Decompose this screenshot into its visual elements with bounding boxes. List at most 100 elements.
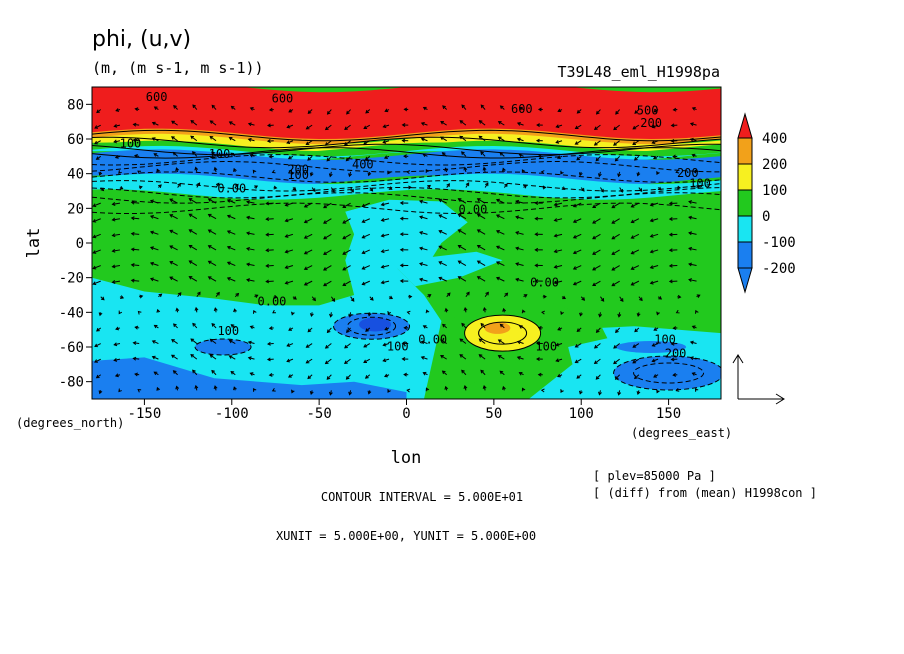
wind-vector [114,343,121,346]
fill-cyan-band-mid [92,173,721,200]
wind-vector-head [617,391,622,396]
wind-vector-head [98,312,103,317]
wind-vector-head [188,244,193,249]
wind-vector-head [461,151,465,155]
wind-vector-head [384,373,388,378]
wind-vector-head [401,357,406,361]
wind-vector-head [324,126,329,131]
wind-vector [554,280,563,284]
wind-vector-head [169,229,174,234]
wind-vector-head [521,309,526,314]
wind-vector-head [345,376,350,380]
wind-vector [304,265,313,270]
wind-vector [573,233,582,239]
wind-vector-head [457,198,462,202]
wind-vector [554,265,563,268]
wind-vector-head [324,142,329,146]
wind-vector [93,202,101,207]
wind-vector-head [153,153,158,157]
wind-vector-head [441,370,446,375]
wind-vector-head [572,234,577,239]
wind-vector-head [288,108,293,113]
wind-vector-head [537,325,542,330]
colorbar-bottom-arrow [737,267,753,294]
wind-vector-head [521,169,526,173]
wind-vector [169,214,178,220]
wind-vector-head [120,295,125,299]
fill-high-orange [484,321,511,334]
wind-vector [229,355,236,360]
wind-vector-head [363,344,368,348]
wind-vector-head [463,384,468,389]
wind-vector [458,229,467,235]
wind-vector-head [309,172,314,177]
wind-vector [556,343,563,346]
wind-vector [592,249,601,255]
diff-note: [ (diff) from (mean) H1998con ] [593,486,817,500]
wind-vector-head [113,357,118,362]
wind-vector [383,358,390,362]
wind-vector [152,340,159,344]
wind-vector-head [553,249,558,254]
wind-vector [150,262,159,267]
wind-vector [342,218,351,224]
wind-vector-head [656,389,660,394]
wind-vector-head [555,358,560,363]
y-tick-label: -20 [59,271,84,287]
wind-vector [190,338,198,344]
wind-vector-head [459,135,464,140]
wind-vector-head [444,307,449,312]
wind-vector-head [130,247,135,252]
wind-vector [362,280,371,285]
wind-vector-head [636,172,641,177]
wind-vector [421,340,428,345]
wind-vector-head [427,184,431,189]
wind-vector [306,140,313,145]
wind-vector-head [459,354,464,358]
wind-vector-head [158,184,162,189]
contour-label: 600 [272,92,294,106]
wind-vector-head [169,245,174,249]
contour-label: 400 [352,157,374,171]
wind-vector [458,245,467,251]
wind-vector-head [651,358,656,363]
wind-vector-head [138,185,143,190]
wind-vector-head [399,247,404,252]
wind-vector [287,343,294,347]
wind-vector-head [247,340,252,345]
wind-vector [344,140,351,146]
wind-vector-head [598,391,602,396]
wind-vector-head [668,201,673,206]
wind-vector-head [401,138,406,143]
wind-vector-head [228,136,233,141]
wind-vector-head [323,282,327,287]
wind-vector-head [273,294,278,299]
contour-line [613,355,721,391]
wind-vector-head [361,234,366,239]
wind-vector [477,229,486,235]
wind-vector-head [96,109,100,114]
wind-vector-head [592,282,596,287]
wind-vector-head [672,372,677,377]
wind-vector-head [194,166,199,171]
wind-vector-head [557,108,562,113]
wind-vector [208,276,217,282]
wind-vector [94,358,101,363]
wind-vector [171,339,178,344]
wind-vector-head [329,313,333,318]
wind-vector-head [268,326,273,331]
wind-vector-head [502,167,506,172]
wind-vector-head [515,277,520,282]
wind-vector-head [497,121,502,125]
wind-vector [438,245,447,251]
wind-vector-head [478,120,483,124]
wind-vector-head [688,200,693,204]
wind-vector-head [284,280,289,285]
wind-vector-head [495,230,500,234]
wind-vector-head [100,296,105,301]
wind-vector-head [636,391,641,395]
wind-vector-head [115,108,120,112]
wind-vector [152,122,159,126]
wind-vector-head [249,372,254,376]
wind-vector [419,278,428,282]
